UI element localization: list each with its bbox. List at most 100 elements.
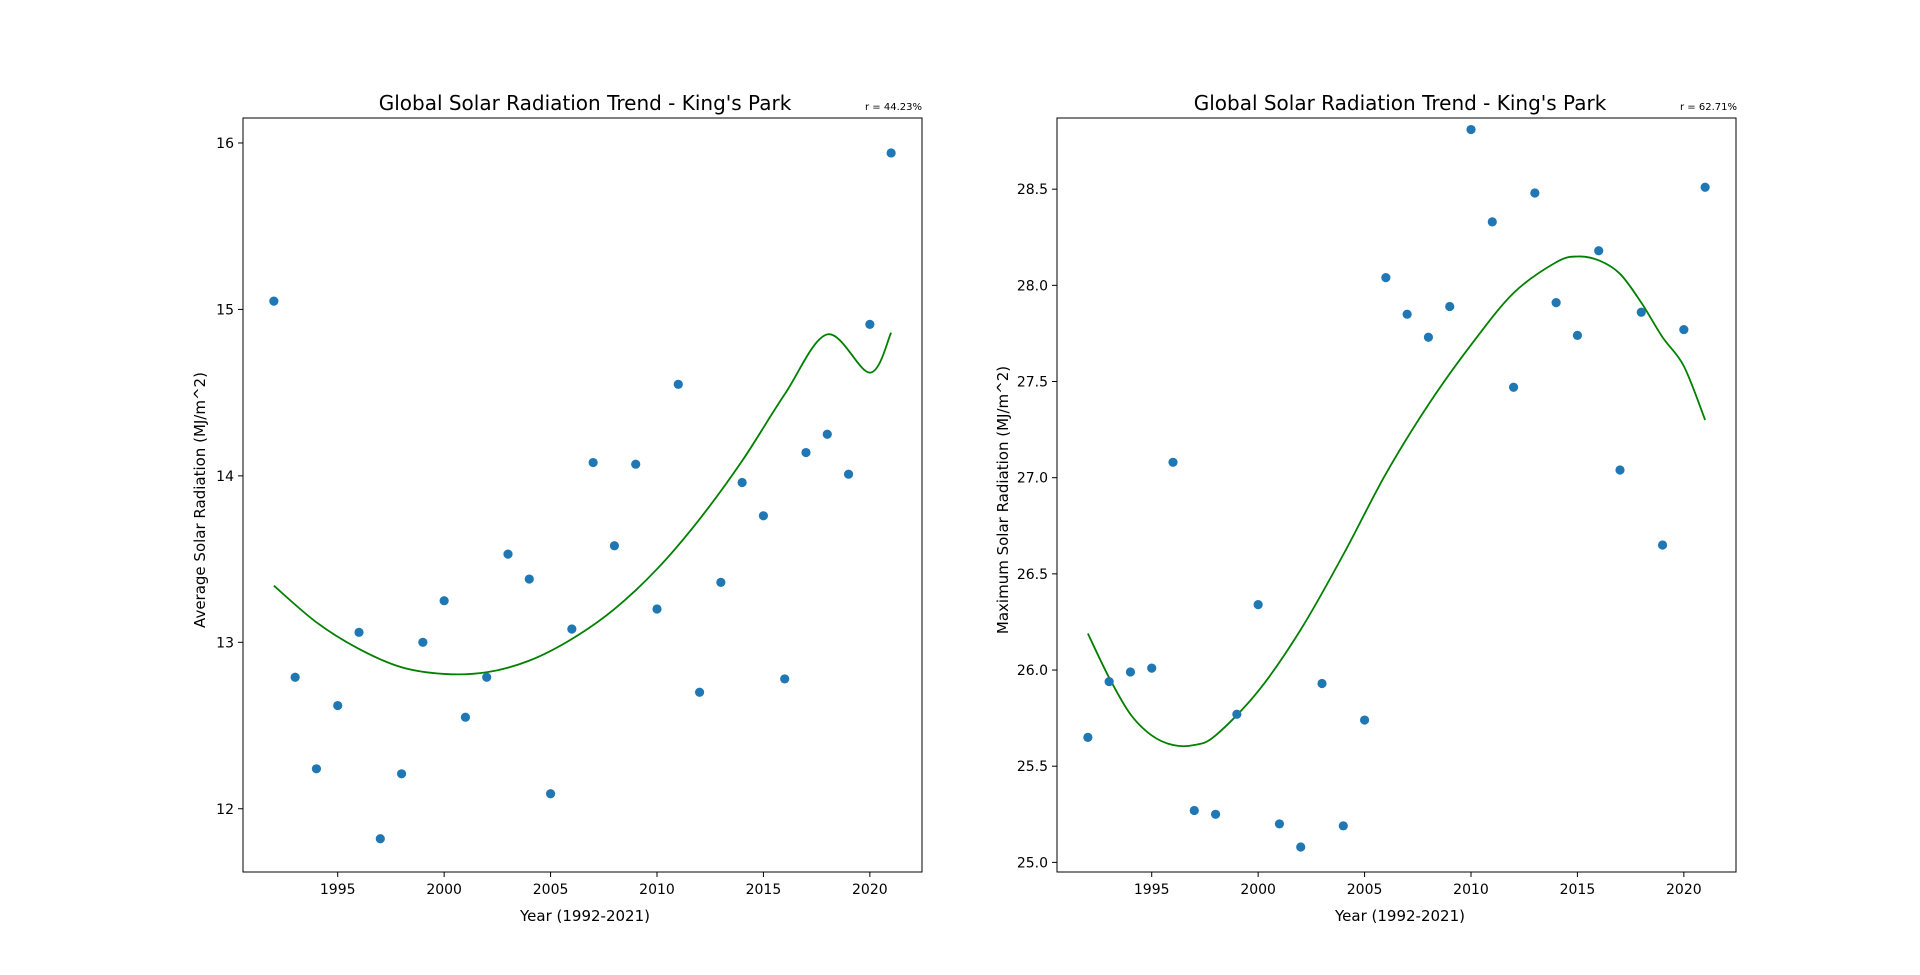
correlation-annotation: r = 62.71% xyxy=(1680,102,1737,113)
data-point xyxy=(801,447,811,458)
y-tick-label: 16 xyxy=(216,136,234,152)
data-point xyxy=(1402,309,1412,319)
data-point xyxy=(1615,465,1625,475)
x-tick-label: 2010 xyxy=(639,882,675,898)
data-point xyxy=(1147,663,1157,673)
trend-line-group xyxy=(1087,255,1706,748)
data-point xyxy=(1381,273,1391,283)
data-point xyxy=(1445,301,1455,312)
y-axis-label: Maximum Solar Radiation (MJ/m^2) xyxy=(994,366,1012,634)
data-point xyxy=(396,769,407,779)
data-point xyxy=(1487,217,1497,227)
data-point xyxy=(503,549,513,559)
data-point xyxy=(1274,819,1285,829)
chart-left: Global Solar Radiation Trend - King's Pa… xyxy=(191,91,923,925)
data-point xyxy=(1572,330,1583,340)
chart-right: Global Solar Radiation Trend - King's Pa… xyxy=(994,91,1737,925)
data-point xyxy=(609,541,620,551)
x-tick-label: 2020 xyxy=(1666,882,1702,898)
data-point xyxy=(460,712,471,722)
x-tick-label: 2000 xyxy=(426,882,462,898)
data-point xyxy=(1189,805,1199,816)
data-point xyxy=(1253,600,1263,610)
data-point xyxy=(1700,182,1710,192)
axis-ticks: 1995 2000 2005 2010 2015 2020 25.0 25.5 26.0 26.5… xyxy=(1017,182,1702,898)
data-point xyxy=(865,319,875,329)
data-point xyxy=(1636,307,1646,317)
data-point xyxy=(588,457,598,468)
data-point xyxy=(886,148,896,158)
y-tick-label: 27.0 xyxy=(1017,471,1048,487)
data-point xyxy=(1530,188,1540,198)
data-point xyxy=(1232,709,1242,719)
y-tick-label: 26.5 xyxy=(1017,567,1048,583)
chart-title: Global Solar Radiation Trend - King's Pa… xyxy=(1194,91,1607,115)
trend-line xyxy=(1087,255,1706,748)
y-tick-label: 25.5 xyxy=(1017,759,1048,775)
data-point xyxy=(567,624,577,634)
plot-frame xyxy=(242,117,923,873)
data-point xyxy=(1210,809,1221,819)
x-tick-label: 2015 xyxy=(746,882,782,898)
y-tick-label: 14 xyxy=(216,469,234,485)
y-tick-label: 27.5 xyxy=(1017,375,1048,391)
y-tick-label: 13 xyxy=(216,635,234,651)
data-point xyxy=(1083,732,1093,742)
data-point xyxy=(843,469,854,479)
x-tick-label: 2005 xyxy=(1347,882,1383,898)
data-point xyxy=(758,511,769,521)
data-point xyxy=(1168,457,1178,467)
data-point xyxy=(1104,676,1114,687)
data-point xyxy=(1466,124,1476,135)
x-tick-label: 2010 xyxy=(1453,882,1489,898)
x-tick-label: 2005 xyxy=(533,882,569,898)
x-tick-label: 2000 xyxy=(1240,882,1276,898)
plot-frame xyxy=(1056,117,1737,873)
x-axis-label: Year (1992-2021) xyxy=(519,907,650,925)
data-point xyxy=(1423,332,1434,342)
trend-line xyxy=(273,332,892,676)
y-axis-label: Average Solar Radiation (MJ/m^2) xyxy=(191,372,209,628)
data-point xyxy=(1657,540,1668,550)
x-tick-label: 1995 xyxy=(1134,882,1170,898)
data-point xyxy=(1317,678,1327,689)
data-point xyxy=(1594,246,1604,256)
y-tick-label: 25.0 xyxy=(1017,855,1048,871)
data-point xyxy=(1508,382,1519,392)
x-tick-label: 2015 xyxy=(1560,882,1596,898)
data-point xyxy=(631,459,641,469)
data-point xyxy=(482,672,492,682)
trend-line-group xyxy=(273,332,892,676)
data-point xyxy=(418,637,428,647)
data-point xyxy=(375,834,385,844)
data-point xyxy=(311,764,322,774)
x-tick-label: 1995 xyxy=(320,882,356,898)
data-point xyxy=(822,429,832,439)
chart-title: Global Solar Radiation Trend - King's Pa… xyxy=(379,91,792,115)
data-point xyxy=(524,574,534,584)
data-point xyxy=(1551,298,1561,308)
data-point xyxy=(652,604,662,614)
data-point xyxy=(1679,324,1689,335)
data-point xyxy=(545,789,556,799)
x-tick-label: 2020 xyxy=(852,882,888,898)
data-point xyxy=(354,627,364,637)
y-tick-label: 12 xyxy=(216,802,234,818)
y-tick-label: 28.0 xyxy=(1017,278,1048,294)
data-point xyxy=(1296,842,1306,852)
data-point xyxy=(439,596,449,606)
y-tick-label: 26.0 xyxy=(1017,663,1048,679)
data-point xyxy=(1338,821,1348,831)
y-tick-label: 15 xyxy=(216,302,234,318)
data-point xyxy=(716,577,726,587)
data-points xyxy=(269,148,896,844)
data-points xyxy=(1083,124,1710,852)
data-point xyxy=(269,296,279,306)
data-point xyxy=(737,477,747,488)
data-point xyxy=(673,379,683,389)
y-tick-label: 28.5 xyxy=(1017,182,1048,198)
correlation-annotation: r = 44.23% xyxy=(865,102,922,113)
data-point xyxy=(1359,715,1370,725)
data-point xyxy=(694,687,705,697)
